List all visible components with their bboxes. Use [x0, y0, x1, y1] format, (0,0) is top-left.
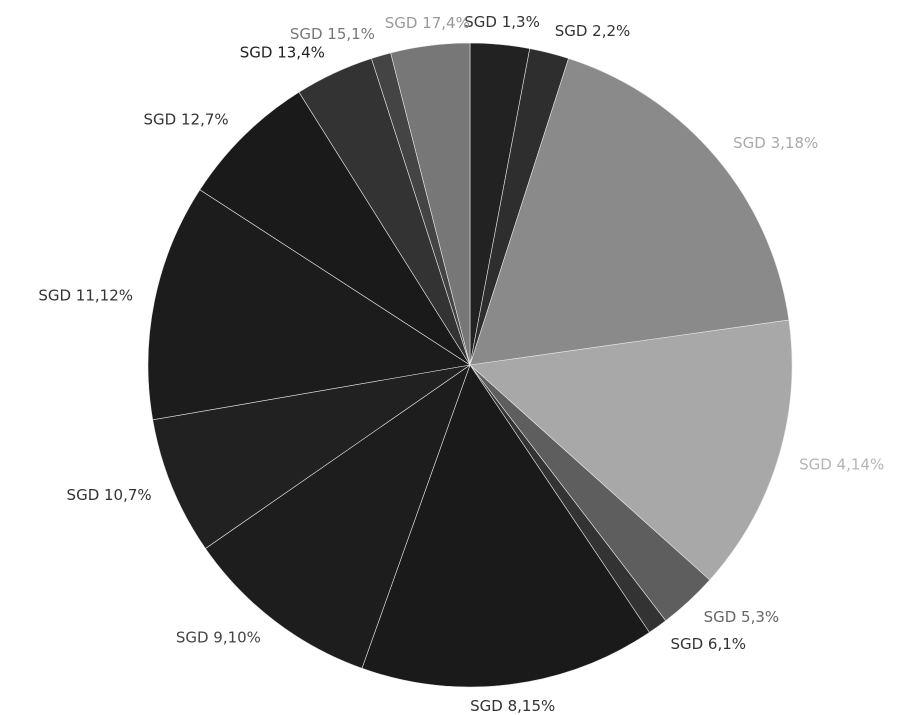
data-label: SGD 13,4% [240, 44, 325, 62]
data-label: SGD 2,2% [555, 22, 631, 40]
pie-slice [147, 189, 471, 421]
data-label: SGD 17,4% [385, 14, 470, 32]
pie-slice [152, 364, 471, 549]
data-label: SGD 12,7% [144, 110, 229, 128]
pie-slice [199, 91, 471, 366]
data-label: SGD 1,3% [464, 13, 540, 31]
data-label: SGD 5,3% [704, 608, 780, 626]
data-label: SGD 6,1% [670, 635, 746, 653]
pie-slice [469, 319, 793, 581]
pie-slice [469, 58, 790, 366]
data-label: SGD 8,15% [470, 697, 555, 715]
pie-slice [390, 42, 471, 366]
data-label: SGD 3,18% [733, 134, 818, 152]
data-label: SGD 15,1% [290, 25, 375, 43]
pie-slice [205, 364, 471, 669]
data-label: SGD 4,14% [799, 456, 884, 474]
data-label: SGD 9,10% [176, 629, 261, 647]
data-label: SGD 11,12% [38, 286, 133, 304]
data-label: SGD 10,7% [67, 486, 152, 504]
pie-slice [361, 364, 650, 688]
